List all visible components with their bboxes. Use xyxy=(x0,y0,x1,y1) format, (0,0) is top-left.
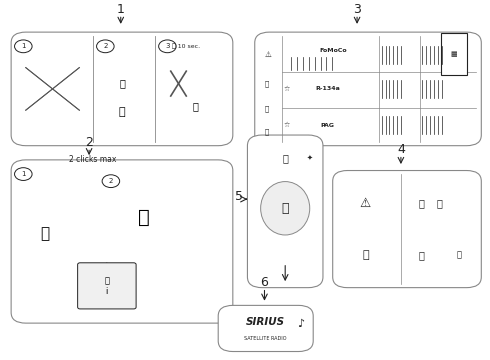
Circle shape xyxy=(159,40,176,53)
Text: 🔦: 🔦 xyxy=(457,250,462,259)
Text: 2: 2 xyxy=(109,178,113,184)
Text: 1: 1 xyxy=(21,171,25,177)
Text: 🧴: 🧴 xyxy=(138,207,150,226)
Text: SIRIUS: SIRIUS xyxy=(246,316,285,327)
Text: 📖: 📖 xyxy=(265,80,269,86)
Circle shape xyxy=(15,40,32,53)
Text: 📖: 📖 xyxy=(119,78,125,88)
Text: 1: 1 xyxy=(21,43,25,49)
FancyBboxPatch shape xyxy=(218,305,313,351)
FancyBboxPatch shape xyxy=(255,32,481,146)
FancyBboxPatch shape xyxy=(247,135,323,288)
Text: 📖
i: 📖 i xyxy=(104,276,109,296)
Text: ☆: ☆ xyxy=(283,122,290,128)
Text: 5: 5 xyxy=(235,190,243,203)
Circle shape xyxy=(102,175,120,188)
Text: 🧍: 🧍 xyxy=(41,226,50,241)
FancyBboxPatch shape xyxy=(11,160,233,323)
Text: FoMoCo: FoMoCo xyxy=(319,48,346,53)
Text: 3: 3 xyxy=(353,3,361,15)
Text: ☆: ☆ xyxy=(283,86,290,92)
Text: 3: 3 xyxy=(165,43,170,49)
Text: ▦: ▦ xyxy=(451,51,457,57)
Text: 🔌: 🔌 xyxy=(119,107,125,117)
Text: 🌀: 🌀 xyxy=(419,198,425,208)
Text: SATELLITE RADIO: SATELLITE RADIO xyxy=(245,336,287,341)
Text: PAG: PAG xyxy=(321,123,335,128)
Text: 🌀: 🌀 xyxy=(419,250,425,260)
Text: ✦: ✦ xyxy=(306,155,312,161)
Text: ⚠: ⚠ xyxy=(265,50,271,59)
Text: 📖: 📖 xyxy=(362,250,368,260)
FancyBboxPatch shape xyxy=(11,32,233,146)
Text: ❌: ❌ xyxy=(437,198,442,208)
Ellipse shape xyxy=(261,181,310,235)
FancyBboxPatch shape xyxy=(77,263,136,309)
Text: 🔗: 🔗 xyxy=(192,101,198,111)
Text: ⚠: ⚠ xyxy=(360,197,371,210)
FancyBboxPatch shape xyxy=(333,171,481,288)
Text: 2: 2 xyxy=(103,43,107,49)
Text: 6: 6 xyxy=(261,276,269,289)
Text: 2: 2 xyxy=(85,136,93,149)
Text: ♪: ♪ xyxy=(297,319,304,329)
Text: 🚐: 🚐 xyxy=(282,153,288,163)
Text: 🔄: 🔄 xyxy=(281,202,289,215)
Text: 🚗: 🚗 xyxy=(265,129,269,135)
Text: 1: 1 xyxy=(117,3,124,15)
Circle shape xyxy=(97,40,114,53)
Text: 👤: 👤 xyxy=(265,105,269,112)
FancyBboxPatch shape xyxy=(441,33,467,75)
Text: R-134a: R-134a xyxy=(316,86,340,91)
Circle shape xyxy=(15,168,32,180)
Text: ⏱ 10 sec.: ⏱ 10 sec. xyxy=(172,44,200,49)
Text: 4: 4 xyxy=(397,143,405,156)
Text: 2 clicks max: 2 clicks max xyxy=(70,154,117,163)
